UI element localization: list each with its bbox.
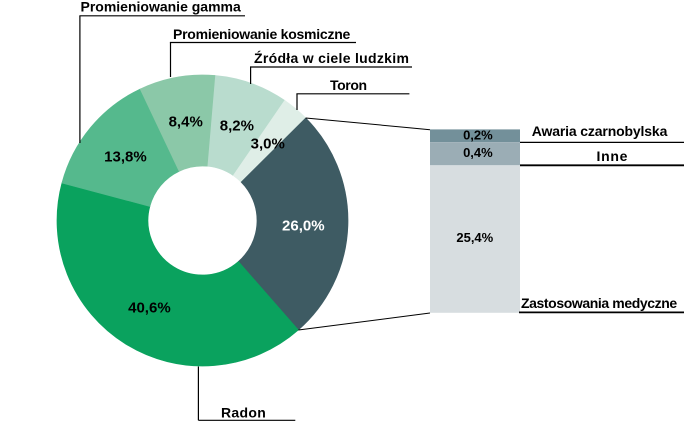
svg-text:13,8%: 13,8% [104,148,147,165]
svg-text:0,4%: 0,4% [463,145,493,160]
svg-text:8,4%: 8,4% [169,113,203,130]
svg-text:Radon: Radon [221,405,266,421]
svg-text:40,6%: 40,6% [128,300,171,317]
svg-text:25,4%: 25,4% [456,230,493,245]
svg-text:0,2%: 0,2% [463,127,493,142]
svg-text:Inne: Inne [597,148,629,164]
svg-text:Źródła w ciele ludzkim: Źródła w ciele ludzkim [254,50,409,66]
svg-text:8,2%: 8,2% [220,117,254,134]
svg-text:Promieniowanie kosmiczne: Promieniowanie kosmiczne [173,26,351,42]
svg-text:Toron: Toron [330,77,367,93]
svg-text:26,0%: 26,0% [282,218,325,235]
svg-text:Awaria czarnobylska: Awaria czarnobylska [532,123,668,139]
svg-text:3,0%: 3,0% [251,135,285,152]
svg-text:Zastosowania medyczne: Zastosowania medyczne [521,295,677,311]
svg-text:Promieniowanie gamma: Promieniowanie gamma [81,0,241,15]
